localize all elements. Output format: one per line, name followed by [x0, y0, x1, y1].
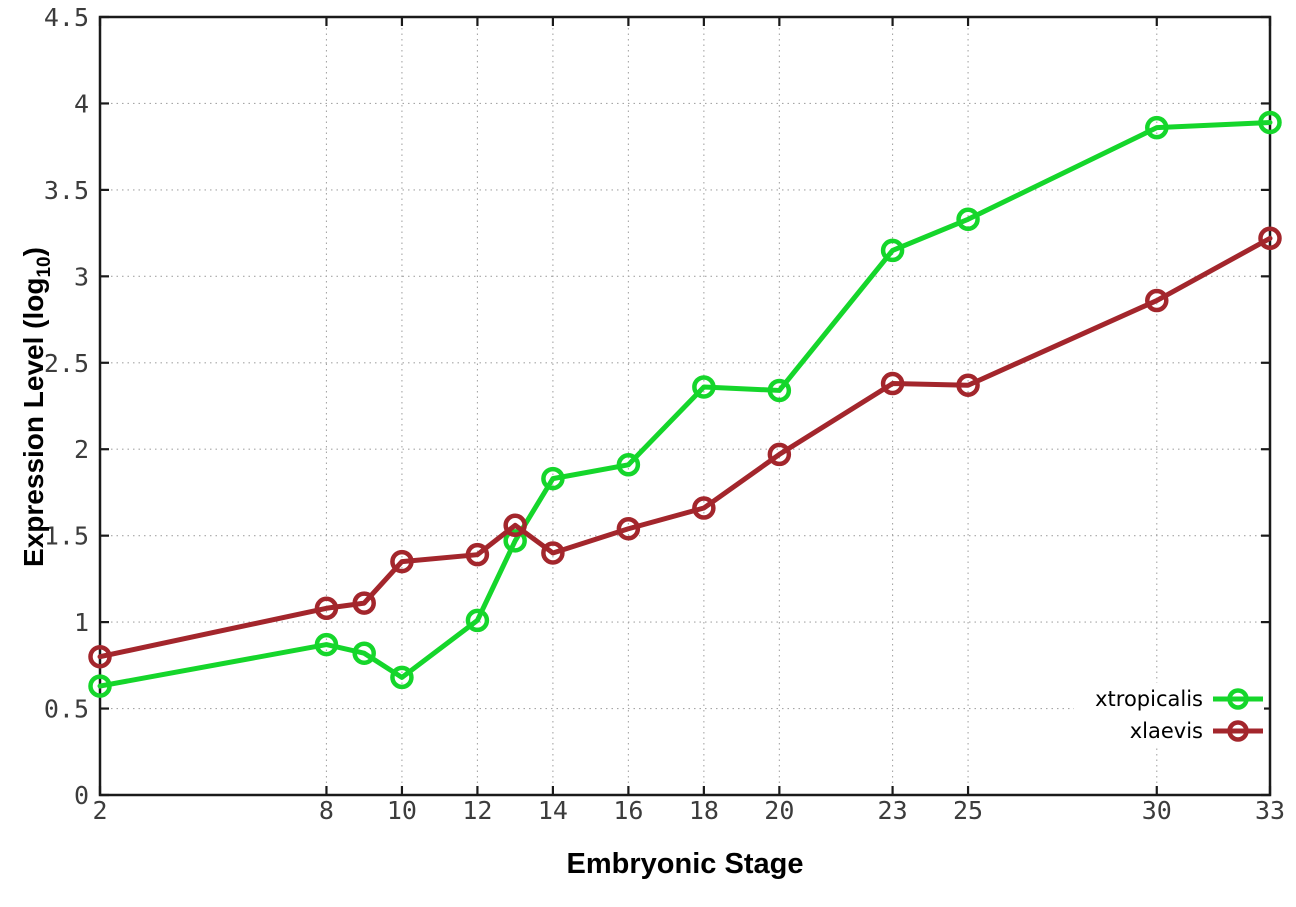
y-tick-label-4: 4: [74, 89, 89, 118]
data-point-xtropicalis-9: [352, 641, 376, 665]
data-point-xtropicalis-20: [767, 378, 792, 403]
data-point-xtropicalis-33: [1258, 110, 1282, 135]
data-point-xlaevis-12: [465, 542, 490, 567]
y-tick-label-2: 2: [74, 435, 89, 464]
x-tick-label-20: 20: [764, 796, 794, 825]
data-point-xtropicalis-16: [616, 453, 641, 477]
legend-sample-xlaevis-icon: [1213, 720, 1263, 742]
data-point-xtropicalis-18: [692, 375, 716, 399]
legend-label-xlaevis: xlaevis: [1129, 719, 1203, 743]
x-tick-label-16: 16: [613, 796, 643, 825]
y-tick-label-1: 1: [74, 608, 89, 637]
x-tick-label-18: 18: [689, 796, 719, 825]
y-axis-title-subscript: 10: [34, 256, 55, 278]
x-tick-label-12: 12: [462, 796, 492, 825]
data-point-xlaevis-25: [956, 373, 980, 398]
y-axis-title-text: Expression Level (log: [18, 277, 49, 567]
data-point-xlaevis-18: [692, 496, 716, 520]
y-axis-title: Expression Level (log10): [17, 197, 55, 617]
x-tick-label-8: 8: [319, 796, 334, 825]
legend: xtropicalis xlaevis: [1074, 683, 1264, 747]
y-tick-label-3: 3: [74, 262, 89, 291]
data-point-xlaevis-9: [352, 591, 376, 615]
x-tick-label-33: 33: [1255, 796, 1285, 825]
y-axis-title-suffix: ): [18, 247, 49, 257]
data-point-xtropicalis-23: [880, 238, 905, 263]
y-tick-label-0.5: 0.5: [44, 695, 89, 724]
x-tick-label-30: 30: [1142, 796, 1172, 825]
data-point-xlaevis-20: [767, 442, 792, 467]
data-point-xlaevis-8: [314, 596, 339, 621]
x-tick-label-25: 25: [953, 796, 983, 825]
data-point-xlaevis-30: [1145, 288, 1169, 313]
series-line-xlaevis: [97, 235, 1273, 660]
data-point-xlaevis-14: [541, 541, 565, 565]
legend-sample-xtropicalis-icon: [1213, 688, 1263, 710]
data-point-xlaevis-16: [616, 517, 641, 541]
x-tick-label-14: 14: [538, 796, 568, 825]
y-tick-label-0: 0: [74, 781, 89, 810]
data-point-xtropicalis-10: [390, 665, 414, 690]
data-point-xlaevis-10: [390, 549, 414, 574]
data-point-xlaevis-23: [880, 371, 905, 396]
series-line-xtropicalis: [97, 119, 1273, 689]
data-point-xlaevis-33: [1258, 226, 1282, 251]
x-tick-label-2: 2: [92, 796, 107, 825]
x-axis-title: Embryonic Stage: [566, 848, 804, 880]
data-point-xtropicalis-30: [1145, 115, 1169, 140]
data-point-xtropicalis-2: [88, 674, 112, 698]
data-point-xtropicalis-14: [541, 466, 565, 491]
data-point-xtropicalis-12: [465, 608, 490, 633]
plot-border: [98, 15, 1272, 797]
y-tick-label-4.5: 4.5: [44, 3, 89, 32]
x-tick-label-10: 10: [387, 796, 417, 825]
legend-entry-xtropicalis: xtropicalis: [1074, 683, 1264, 715]
legend-entry-xlaevis: xlaevis: [1074, 715, 1264, 747]
data-point-xtropicalis-8: [314, 632, 339, 657]
y-tick-label-3.5: 3.5: [44, 176, 89, 205]
data-point-xtropicalis-25: [956, 207, 980, 232]
y-tick-label-1.5: 1.5: [44, 522, 89, 551]
legend-label-xtropicalis: xtropicalis: [1095, 687, 1203, 711]
data-point-xtropicalis-13: [503, 529, 527, 553]
x-tick-label-23: 23: [878, 796, 908, 825]
data-point-xlaevis-13: [503, 513, 527, 538]
y-tick-label-2.5: 2.5: [44, 349, 89, 378]
data-point-xlaevis-2: [88, 644, 112, 669]
